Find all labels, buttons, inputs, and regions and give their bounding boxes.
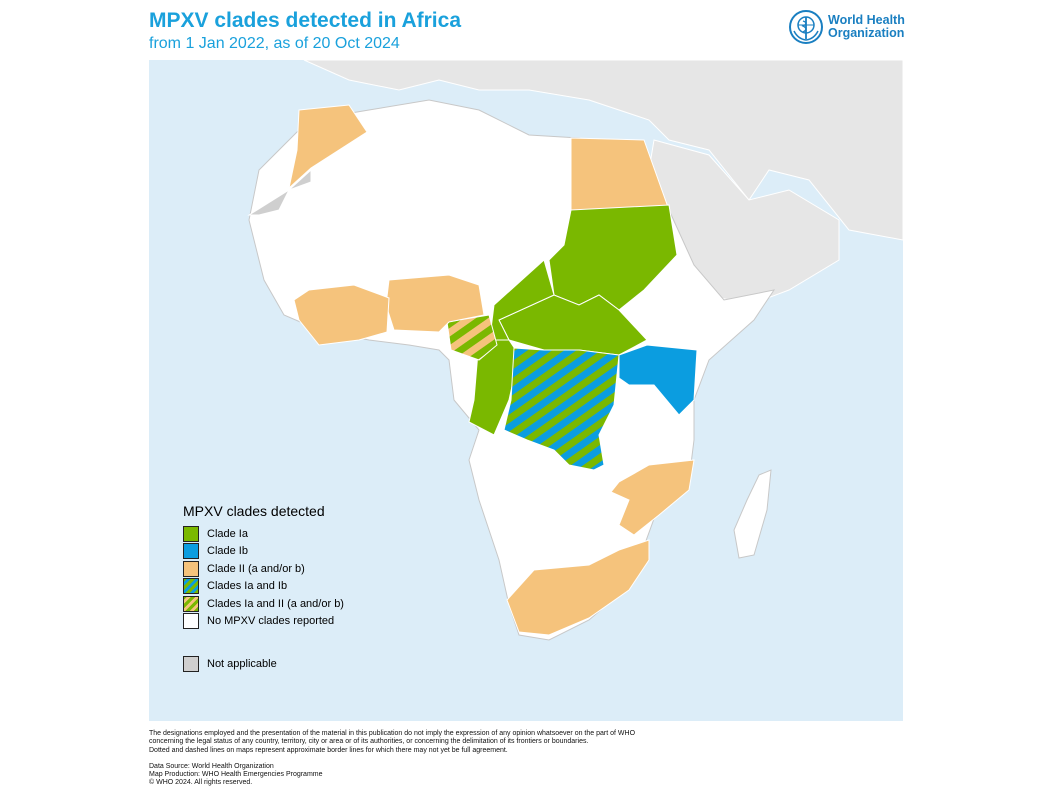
east-africa-ib	[618, 344, 698, 416]
map-canvas	[247, 60, 903, 641]
car-south-sudan	[498, 294, 648, 356]
legend-item-clade-ia: Clade Ia	[183, 525, 344, 543]
logo-line-1: World Health	[828, 13, 905, 27]
legend-item-clades-ia-ib: Clades Ia and Ib	[183, 578, 344, 596]
legend-title: MPXV clades detected	[183, 503, 325, 519]
legend-label: Clade Ib	[207, 545, 248, 558]
map-title: MPXV clades detected in Africa	[149, 9, 461, 32]
no-report-swatch	[183, 613, 199, 630]
copyright: © WHO 2024. All rights reserved.	[149, 779, 253, 787]
map-legend: MPXV clades detected Clade Ia Clade Ib C…	[183, 503, 344, 630]
africa-map[interactable]	[149, 60, 903, 721]
clades-ia-ib-swatch	[183, 578, 199, 595]
not-applicable-swatch	[183, 656, 199, 672]
morocco	[288, 104, 368, 190]
west-africa-ii	[385, 274, 485, 333]
drc	[503, 347, 620, 471]
congo-region	[468, 339, 520, 436]
clades-ia-ii-swatch	[183, 595, 199, 612]
legend-label: Clade II (a and/or b)	[207, 562, 305, 575]
legend-label: Clade Ia	[207, 527, 248, 540]
clade-ii-swatch	[183, 560, 199, 577]
nigeria	[446, 314, 498, 361]
disclaimer-line-2: concerning the legal status of any count…	[149, 738, 589, 746]
legend-label: Not applicable	[207, 658, 277, 670]
cote-ivoire-ghana	[293, 284, 390, 346]
madagascar	[733, 469, 772, 559]
southeast-africa-ii	[610, 459, 695, 536]
legend-item-clade-ib: Clade Ib	[183, 543, 344, 561]
logo-line-2: Organization	[828, 26, 905, 40]
legend-label: Clades Ia and II (a and/or b)	[207, 597, 344, 610]
who-logo: World Health Organization	[788, 9, 908, 45]
legend-item-clade-ii: Clade II (a and/or b)	[183, 560, 344, 578]
legend-label: Clades Ia and Ib	[207, 580, 288, 593]
clade-ib-swatch	[183, 543, 199, 560]
map-footer: The designations employed and the presen…	[149, 730, 849, 788]
legend-item-no-report: No MPXV clades reported	[183, 613, 344, 631]
map-subtitle: from 1 Jan 2022, as of 20 Oct 2024	[149, 35, 400, 52]
south-africa	[506, 539, 650, 636]
legend-label: No MPXV clades reported	[207, 615, 335, 628]
western-sahara	[247, 168, 312, 216]
map-production: Map Production: WHO Health Emergencies P…	[149, 771, 323, 779]
europe-land	[303, 60, 903, 241]
legend-item-clades-ia-ii: Clades Ia and II (a and/or b)	[183, 595, 344, 613]
clade-ia-swatch	[183, 525, 199, 542]
who-emblem-icon	[789, 10, 823, 44]
disclaimer-line-3: Dotted and dashed lines on maps represen…	[149, 746, 508, 754]
data-source: Data Source: World Health Organization	[149, 762, 274, 770]
legend-item-not-applicable: Not applicable	[183, 656, 277, 672]
disclaimer-line-1: The designations employed and the presen…	[149, 730, 636, 737]
